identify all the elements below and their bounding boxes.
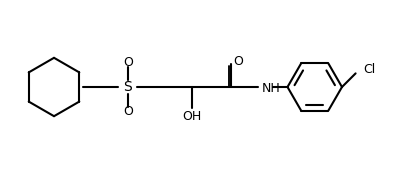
Text: O: O	[123, 56, 133, 69]
Text: O: O	[123, 105, 133, 118]
Text: Cl: Cl	[364, 63, 376, 76]
Text: S: S	[124, 80, 132, 94]
Text: OH: OH	[183, 110, 202, 124]
Text: O: O	[233, 55, 243, 68]
Text: NH: NH	[262, 82, 281, 95]
